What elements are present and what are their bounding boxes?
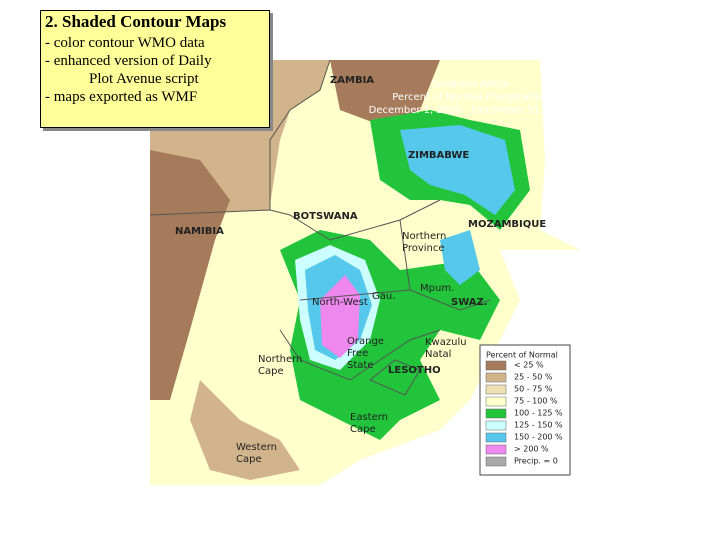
region-fill bbox=[330, 60, 440, 125]
callout-bullet: - color contour WMO data bbox=[45, 35, 205, 51]
map-title: Percent of Normal Precipitation bbox=[392, 92, 548, 103]
legend-label: 75 - 100 % bbox=[514, 397, 558, 406]
region-label: SWAZ. bbox=[451, 297, 488, 308]
callout: 2. Shaded Contour Maps - color contour W… bbox=[40, 10, 270, 128]
legend-label: Precip. = 0 bbox=[514, 457, 558, 466]
region-label: Kwazulu bbox=[425, 337, 467, 348]
region-label: Mpum. bbox=[420, 283, 454, 294]
legend-swatch bbox=[485, 456, 507, 467]
legend-swatch bbox=[485, 384, 507, 395]
region-label: NAMIBIA bbox=[175, 226, 224, 237]
legend-swatch bbox=[485, 408, 507, 419]
region-label: Gau. bbox=[372, 291, 395, 302]
legend-swatch bbox=[485, 396, 507, 407]
region-fill bbox=[440, 230, 480, 285]
region-label: ZAMBIA bbox=[330, 75, 374, 86]
region-label: BOTSWANA bbox=[293, 211, 358, 222]
region-label: Orange bbox=[347, 336, 384, 347]
legend-title: Percent of Normal bbox=[486, 351, 558, 360]
legend-swatch bbox=[485, 420, 507, 431]
region-fill bbox=[400, 125, 515, 215]
region-label: LESOTHO bbox=[388, 365, 441, 376]
region-label: Free bbox=[347, 348, 368, 359]
callout-bullet: Plot Avenue script bbox=[89, 71, 199, 87]
region-label: Cape bbox=[258, 366, 284, 377]
region-label: Western bbox=[236, 442, 277, 453]
callout-title: 2. Shaded Contour Maps bbox=[45, 12, 227, 31]
callout-bullet: - enhanced version of Daily bbox=[45, 53, 212, 69]
legend-label: < 25 % bbox=[514, 361, 544, 370]
region-label: Cape bbox=[350, 424, 376, 435]
region-label: Natal bbox=[425, 349, 451, 360]
legend-swatch bbox=[485, 372, 507, 383]
legend-label: 100 - 125 % bbox=[514, 409, 563, 418]
region-label: State bbox=[347, 360, 373, 371]
legend-label: > 200 % bbox=[514, 445, 549, 454]
legend-label: 150 - 200 % bbox=[514, 433, 563, 442]
region-label: Province bbox=[402, 243, 445, 254]
map-title: December 1, 2000 - December 31, 2000 bbox=[369, 105, 572, 116]
legend-label: 125 - 150 % bbox=[514, 421, 563, 430]
legend-swatch bbox=[485, 432, 507, 443]
legend-label: 25 - 50 % bbox=[514, 373, 553, 382]
region-label: North-West bbox=[312, 297, 368, 308]
legend-swatch bbox=[485, 360, 507, 371]
region-label: Northern bbox=[258, 354, 302, 365]
border bbox=[149, 59, 491, 396]
map-title: Southern Africa bbox=[431, 79, 508, 90]
legend-label: 50 - 75 % bbox=[514, 385, 553, 394]
legend-swatch bbox=[485, 444, 507, 455]
callout-bullet: - maps exported as WMF bbox=[45, 89, 198, 105]
region-label: Northern bbox=[402, 231, 446, 242]
region-label: MOZAMBIQUE bbox=[468, 219, 546, 230]
region-label: ZIMBABWE bbox=[408, 150, 469, 161]
region-label: Cape bbox=[236, 454, 262, 465]
region-fill bbox=[190, 380, 300, 480]
region-label: Eastern bbox=[350, 412, 388, 423]
ocean bbox=[540, 60, 580, 250]
